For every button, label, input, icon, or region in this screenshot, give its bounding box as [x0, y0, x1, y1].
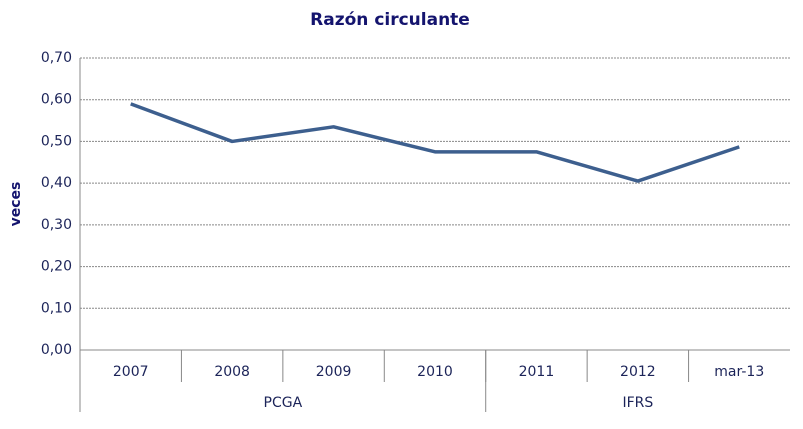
y-tick-label: 0,30	[41, 217, 72, 233]
group-label: PCGA	[264, 395, 303, 411]
y-tick-label: 0,10	[41, 300, 72, 316]
y-tick-label: 0,70	[41, 50, 72, 66]
x-tick-label: 2010	[417, 364, 453, 380]
y-tick-label: 0,60	[41, 92, 72, 108]
y-tick-label: 0,20	[41, 259, 72, 275]
y-axis-label: veces	[8, 182, 24, 227]
y-tick-label: 0,00	[41, 342, 72, 358]
line-series	[130, 102, 740, 183]
y-tick-label: 0,40	[41, 175, 72, 191]
x-tick-label: mar-13	[714, 364, 764, 380]
x-tick-label: 2009	[316, 364, 352, 380]
x-tick-label: 2012	[620, 364, 656, 380]
group-label: IFRS	[622, 395, 653, 411]
y-tick-label: 0,50	[41, 133, 72, 149]
x-tick-label: 2011	[519, 364, 555, 380]
x-tick-label: 2008	[214, 364, 250, 380]
x-tick-label: 2007	[113, 364, 149, 380]
chart-title: Razón circulante	[310, 10, 470, 30]
